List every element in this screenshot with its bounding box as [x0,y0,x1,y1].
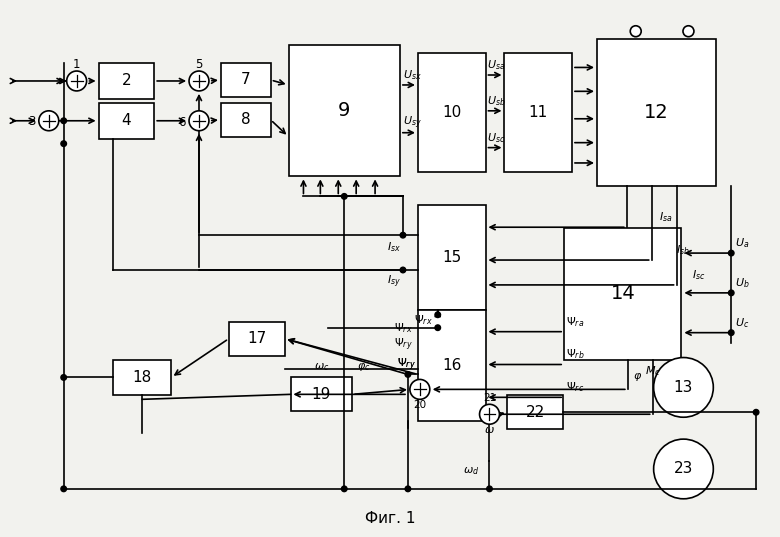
Bar [229,322,285,355]
Text: 2: 2 [122,74,131,89]
Bar [564,228,682,360]
Circle shape [729,290,734,296]
Text: $U_c$: $U_c$ [736,316,750,330]
Text: 1: 1 [73,57,80,70]
Circle shape [729,330,734,336]
Text: $U_{sa}$: $U_{sa}$ [488,58,506,72]
Text: $U_b$: $U_b$ [736,276,750,290]
Circle shape [189,111,209,130]
Text: $U_{sy}$: $U_{sy}$ [403,114,422,131]
Text: $U_{sx}$: $U_{sx}$ [403,68,422,82]
Bar [418,53,485,172]
Text: $U_{sc}$: $U_{sc}$ [488,131,506,144]
Text: 19: 19 [312,387,331,402]
Circle shape [683,26,694,37]
Text: 10: 10 [442,105,461,120]
Circle shape [61,141,66,147]
Text: Фиг. 1: Фиг. 1 [365,511,415,526]
Text: $U_{sb}$: $U_{sb}$ [488,94,506,108]
Bar [221,63,271,97]
Bar [113,360,171,395]
Circle shape [410,380,430,400]
Text: 5: 5 [195,57,203,70]
Bar [221,103,271,137]
Text: 9: 9 [338,101,350,120]
Bar [98,103,154,139]
Text: 16: 16 [442,358,461,373]
Circle shape [630,26,641,37]
Bar [290,378,353,411]
Bar [418,205,485,310]
Text: $\Psi_{rx}$: $\Psi_{rx}$ [414,313,433,326]
Circle shape [405,486,411,492]
Text: 3: 3 [28,115,36,128]
Text: 15: 15 [442,250,461,265]
Bar [505,53,572,172]
Circle shape [342,486,347,492]
Text: $\omega_c$: $\omega_c$ [314,361,329,373]
Circle shape [487,486,492,492]
Text: 14: 14 [611,285,635,303]
Text: 4: 4 [122,113,131,128]
Text: 7: 7 [241,72,250,88]
Text: $\Psi_{rc}$: $\Psi_{rc}$ [566,381,584,394]
Circle shape [61,375,66,380]
Text: 13: 13 [674,380,693,395]
Circle shape [61,118,66,124]
Text: $I_{sb}$: $I_{sb}$ [675,243,690,257]
Circle shape [753,410,759,415]
Circle shape [654,358,714,417]
Text: $\omega$: $\omega$ [484,425,495,435]
Circle shape [729,250,734,256]
Text: 23: 23 [674,461,693,476]
Text: $I_{sc}$: $I_{sc}$ [693,268,706,282]
Bar [507,395,563,429]
Text: $\Psi_{ra}$: $\Psi_{ra}$ [566,315,584,329]
Text: $I_{sy}$: $I_{sy}$ [387,274,401,290]
Circle shape [400,233,406,238]
Circle shape [405,372,411,377]
Circle shape [400,267,406,273]
Text: $\Psi_{rx}$: $\Psi_{rx}$ [394,321,413,335]
Bar [98,63,154,99]
Bar [597,39,716,186]
Text: $\Psi_{ry}$: $\Psi_{ry}$ [394,336,413,353]
Text: 21: 21 [483,393,496,403]
Text: 18: 18 [133,370,152,385]
Text: 6: 6 [179,116,186,129]
Text: $M_c$: $M_c$ [645,365,661,379]
Text: $\Psi_{ry}$: $\Psi_{ry}$ [397,357,416,373]
Circle shape [66,71,87,91]
Text: 11: 11 [529,105,548,120]
Text: 20: 20 [413,400,427,410]
Circle shape [435,325,441,330]
Text: 8: 8 [241,112,250,127]
Bar [418,310,485,421]
Text: 12: 12 [644,103,669,122]
Text: $\varphi$: $\varphi$ [633,372,642,383]
Text: $\Psi_{rb}$: $\Psi_{rb}$ [566,347,585,361]
Circle shape [342,194,347,199]
Circle shape [654,439,714,499]
Text: 17: 17 [247,331,266,346]
Bar [289,45,400,177]
Circle shape [61,486,66,492]
Text: $I_{sx}$: $I_{sx}$ [387,240,401,254]
Text: 22: 22 [526,405,545,420]
Circle shape [480,404,499,424]
Text: $U_a$: $U_a$ [736,236,750,250]
Text: $\Psi_{ry}$: $\Psi_{ry}$ [397,357,416,373]
Circle shape [189,71,209,91]
Text: $\varphi_c$: $\varphi_c$ [357,361,370,374]
Text: $I_{sa}$: $I_{sa}$ [658,211,672,224]
Text: $\omega_d$: $\omega_d$ [463,465,480,477]
Circle shape [435,312,441,317]
Circle shape [39,111,58,130]
